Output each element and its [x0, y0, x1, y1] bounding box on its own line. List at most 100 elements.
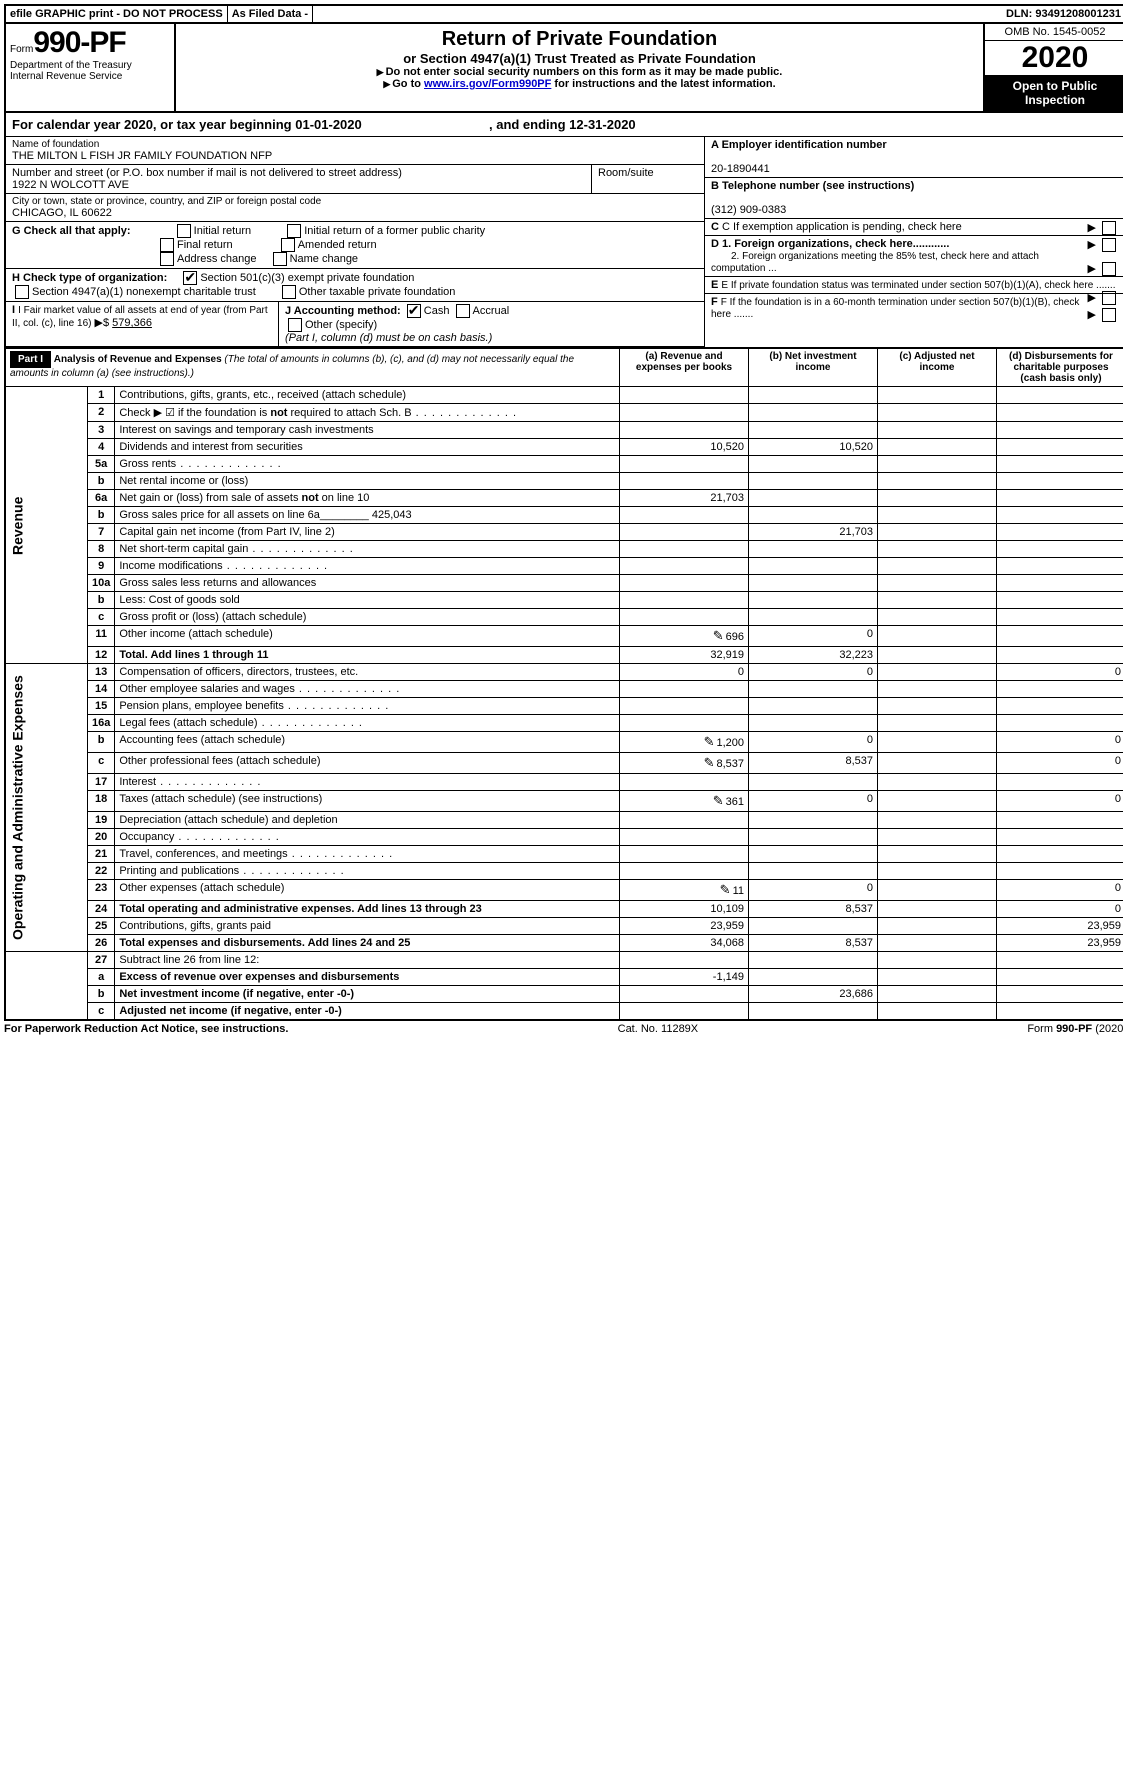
- box-c: C C If exemption application is pending,…: [705, 219, 1123, 236]
- ein-value: 20-1890441: [711, 163, 770, 175]
- section-label: Operating and Administrative Expenses: [5, 664, 87, 952]
- cash-checkbox[interactable]: [407, 304, 421, 318]
- cell-col-c: [878, 732, 997, 753]
- cell-col-a: [620, 404, 749, 422]
- cell-col-a: ✎696: [620, 626, 749, 647]
- row-number: 11: [87, 626, 114, 647]
- cell-col-c: [878, 507, 997, 524]
- cell-col-c: [878, 812, 997, 829]
- 4947-checkbox[interactable]: [15, 285, 29, 299]
- attachment-icon[interactable]: ✎: [720, 882, 731, 898]
- cell-col-c: [878, 456, 997, 473]
- cell-col-c: [878, 918, 997, 935]
- box-e: E E If private foundation status was ter…: [705, 277, 1123, 294]
- table-row: 8Net short-term capital gain: [5, 541, 1123, 558]
- table-row: Operating and Administrative Expenses13C…: [5, 664, 1123, 681]
- cell-col-c: [878, 387, 997, 404]
- table-row: 9Income modifications: [5, 558, 1123, 575]
- table-row: 14Other employee salaries and wages: [5, 681, 1123, 698]
- cell-col-d: [997, 387, 1123, 404]
- opt-initial: Initial return: [194, 225, 251, 237]
- cell-col-a: [620, 524, 749, 541]
- cell-col-d: [997, 490, 1123, 507]
- city-label: City or town, state or province, country…: [12, 196, 698, 207]
- row-description: Interest on savings and temporary cash i…: [115, 422, 620, 439]
- cell-col-b: [749, 863, 878, 880]
- cell-col-a: [620, 698, 749, 715]
- cell-col-a: [620, 422, 749, 439]
- cell-col-d: [997, 541, 1123, 558]
- cell-col-c: [878, 473, 997, 490]
- cell-col-c: [878, 774, 997, 791]
- cell-col-a: [620, 507, 749, 524]
- cell-col-d: [997, 507, 1123, 524]
- cell-col-b: [749, 387, 878, 404]
- row-description: Other expenses (attach schedule): [115, 880, 620, 901]
- final-return-checkbox[interactable]: [160, 238, 174, 252]
- form-header: Form990-PF Department of the Treasury In…: [4, 24, 1123, 113]
- ein-cell: A Employer identification number 20-1890…: [705, 137, 1123, 178]
- foundation-name: THE MILTON L FISH JR FAMILY FOUNDATION N…: [12, 150, 698, 162]
- table-row: bLess: Cost of goods sold: [5, 592, 1123, 609]
- cell-col-a: [620, 829, 749, 846]
- attachment-icon[interactable]: ✎: [704, 755, 715, 771]
- row-description: Travel, conferences, and meetings: [115, 846, 620, 863]
- cell-col-b: [749, 969, 878, 986]
- accrual-checkbox[interactable]: [456, 304, 470, 318]
- section-label: Revenue: [5, 387, 87, 664]
- attachment-icon[interactable]: ✎: [713, 628, 724, 644]
- col-a-header: (a) Revenue and expenses per books: [620, 349, 749, 387]
- box-j-label: J Accounting method:: [285, 305, 401, 317]
- box-c-checkbox[interactable]: [1102, 221, 1116, 235]
- cell-col-a: ✎8,537: [620, 753, 749, 774]
- table-row: 24Total operating and administrative exp…: [5, 901, 1123, 918]
- address-change-checkbox[interactable]: [160, 252, 174, 266]
- row-number: b: [87, 732, 114, 753]
- cal-text-b: , and ending: [489, 117, 569, 132]
- efile-label: efile GRAPHIC print - DO NOT PROCESS: [6, 6, 228, 22]
- row-description: Accounting fees (attach schedule): [115, 732, 620, 753]
- other-taxable-checkbox[interactable]: [282, 285, 296, 299]
- initial-return-checkbox[interactable]: [177, 224, 191, 238]
- attachment-icon[interactable]: ✎: [704, 734, 715, 750]
- header-right: OMB No. 1545-0052 2020 Open to Public In…: [983, 24, 1123, 111]
- cell-col-b: 21,703: [749, 524, 878, 541]
- name-change-checkbox[interactable]: [273, 252, 287, 266]
- initial-former-checkbox[interactable]: [287, 224, 301, 238]
- box-e-checkbox[interactable]: [1102, 291, 1116, 305]
- cell-col-b: [749, 829, 878, 846]
- box-d2-checkbox[interactable]: [1102, 262, 1116, 276]
- city-cell: City or town, state or province, country…: [6, 194, 704, 222]
- row-number: 22: [87, 863, 114, 880]
- row-description: Dividends and interest from securities: [115, 439, 620, 456]
- instructions-link[interactable]: www.irs.gov/Form990PF: [424, 78, 551, 90]
- cell-col-a: 21,703: [620, 490, 749, 507]
- attachment-icon[interactable]: ✎: [713, 793, 724, 809]
- cell-col-b: [749, 404, 878, 422]
- cell-col-b: [749, 1003, 878, 1021]
- cell-col-a: [620, 575, 749, 592]
- table-row: 2Check ▶ ☑ if the foundation is not requ…: [5, 404, 1123, 422]
- cell-col-d: 0: [997, 732, 1123, 753]
- row-number: 4: [87, 439, 114, 456]
- row-number: 7: [87, 524, 114, 541]
- cell-col-d: [997, 456, 1123, 473]
- row-description: Gross sales less returns and allowances: [115, 575, 620, 592]
- cell-col-d: [997, 952, 1123, 969]
- 501c3-checkbox[interactable]: [183, 271, 197, 285]
- row-number: 25: [87, 918, 114, 935]
- box-d1-checkbox[interactable]: [1102, 238, 1116, 252]
- cell-col-b: [749, 812, 878, 829]
- row-description: Taxes (attach schedule) (see instruction…: [115, 791, 620, 812]
- table-row: 12Total. Add lines 1 through 1132,91932,…: [5, 647, 1123, 664]
- amended-checkbox[interactable]: [281, 238, 295, 252]
- arrow-icon: [383, 79, 392, 89]
- row-number: c: [87, 753, 114, 774]
- cell-col-d: 0: [997, 664, 1123, 681]
- open-public-badge: Open to Public Inspection: [985, 75, 1123, 111]
- other-method-checkbox[interactable]: [288, 318, 302, 332]
- table-row: 22Printing and publications: [5, 863, 1123, 880]
- cell-col-a: [620, 609, 749, 626]
- form-prefix: Form: [10, 44, 33, 55]
- box-f-checkbox[interactable]: [1102, 308, 1116, 322]
